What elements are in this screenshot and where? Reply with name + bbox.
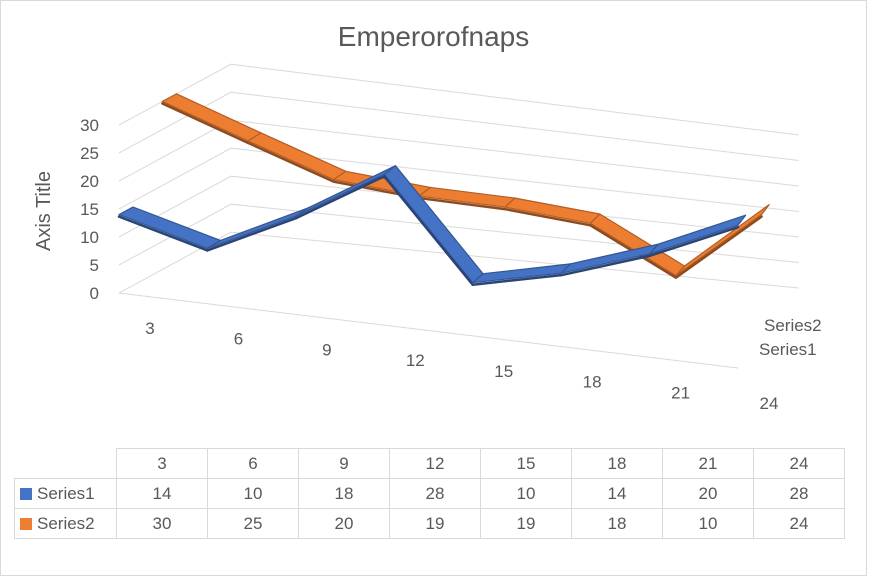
series2-legend-key xyxy=(20,517,32,530)
data-table-cell: 14 xyxy=(571,478,663,509)
series1-segment-edge xyxy=(559,254,651,277)
series1-legend-key xyxy=(20,487,32,500)
series2-segment-edge xyxy=(417,196,507,211)
gridline xyxy=(118,147,799,212)
x-tick-label: 3 xyxy=(145,319,154,338)
x-tick-label: 24 xyxy=(760,394,779,413)
x-tick-label: 15 xyxy=(494,362,513,381)
x-tick-label: 9 xyxy=(322,340,331,359)
series1-ribbon xyxy=(117,165,747,286)
series2-segment xyxy=(675,204,770,277)
x-tick-labels: 3 6 9 12 15 18 21 24 xyxy=(145,319,778,413)
data-table-row-series1: Series1 14 10 18 28 10 14 20 28 xyxy=(14,478,845,509)
data-table-cell: 19 xyxy=(480,508,572,539)
data-table-header-cell: 21 xyxy=(662,448,754,479)
series1-segment-edge xyxy=(471,273,563,286)
y-tick-labels: 0 5 10 15 20 25 30 xyxy=(80,116,99,303)
gridline xyxy=(118,91,799,161)
data-table-header-cell: 9 xyxy=(298,448,390,479)
data-table-cell: 20 xyxy=(662,478,754,509)
floor-edge xyxy=(118,292,739,369)
data-table-row-series2: Series2 30 25 20 19 19 18 10 24 xyxy=(14,508,845,539)
series2-segment xyxy=(247,132,347,181)
gridline xyxy=(118,231,799,294)
data-table-header-cell: 12 xyxy=(389,448,481,479)
series1-segment xyxy=(118,206,222,250)
data-table-cell: 10 xyxy=(480,478,572,509)
y-tick-label: 30 xyxy=(80,116,99,135)
y-tick-label: 5 xyxy=(90,256,99,275)
series2-segment xyxy=(161,93,262,142)
data-table-cell: 19 xyxy=(389,508,481,539)
series2-segment-edge xyxy=(674,215,763,279)
chart-title: Emperorofnaps xyxy=(337,21,530,52)
series1-segment-edge xyxy=(648,225,740,258)
data-table-corner xyxy=(14,448,117,479)
data-table-cell: 24 xyxy=(753,508,845,539)
gridline xyxy=(118,63,799,136)
data-table-header-cell: 6 xyxy=(207,448,299,479)
series2-segment-edge xyxy=(503,207,592,227)
data-table-header-cell: 18 xyxy=(571,448,663,479)
depth-axis-label: Series1 xyxy=(759,340,817,359)
data-table-header-row: 3 6 9 12 15 18 21 24 xyxy=(14,448,845,479)
series2-segment-edge xyxy=(161,102,250,145)
y-axis-title: Axis Title xyxy=(33,171,55,251)
series1-segment-edge xyxy=(383,175,474,286)
data-table-cell: 18 xyxy=(298,478,390,509)
gridlines xyxy=(118,63,799,369)
data-table-cell: 25 xyxy=(207,508,299,539)
data-table-header-cell: 15 xyxy=(480,448,572,479)
x-tick-label: 18 xyxy=(583,373,602,392)
x-tick-label: 12 xyxy=(406,351,425,370)
series2-segment-edge xyxy=(246,141,335,183)
series1-label-cell: Series1 xyxy=(14,478,117,509)
x-tick-label: 21 xyxy=(671,383,690,402)
depth-axis-label: Series2 xyxy=(764,316,822,335)
data-table-header-cell: 24 xyxy=(753,448,845,479)
series1-segment-edge xyxy=(206,216,298,252)
series2-ribbon xyxy=(161,93,770,279)
series2-label-cell: Series2 xyxy=(14,508,117,539)
data-table-cell: 28 xyxy=(389,478,481,509)
data-table-cell: 28 xyxy=(753,478,845,509)
x-tick-label: 6 xyxy=(234,330,243,349)
data-table-cell: 18 xyxy=(571,508,663,539)
y-tick-label: 0 xyxy=(90,284,99,303)
series1-segment-edge xyxy=(117,215,209,252)
series1-label: Series1 xyxy=(37,483,95,503)
data-table: 3 6 9 12 15 18 21 24 Series1 14 10 18 28… xyxy=(14,448,845,539)
y-tick-label: 15 xyxy=(80,200,99,219)
y-tick-label: 25 xyxy=(80,144,99,163)
series1-segment-edge xyxy=(294,175,386,220)
series2-label: Series2 xyxy=(37,513,95,533)
series1-segment xyxy=(648,214,747,255)
data-table-cell: 14 xyxy=(116,478,208,509)
data-table-cell: 10 xyxy=(207,478,299,509)
data-table-header-cell: 3 xyxy=(116,448,208,479)
y-tick-label: 20 xyxy=(80,172,99,191)
gridline xyxy=(118,203,799,266)
series1-segment xyxy=(206,207,309,250)
series1-segment xyxy=(383,165,484,284)
data-table-cell: 20 xyxy=(298,508,390,539)
data-table-cell: 10 xyxy=(662,508,754,539)
depth-axis-labels: Series2 Series1 xyxy=(759,316,822,359)
data-table-cell: 30 xyxy=(116,508,208,539)
y-tick-label: 10 xyxy=(80,228,99,247)
